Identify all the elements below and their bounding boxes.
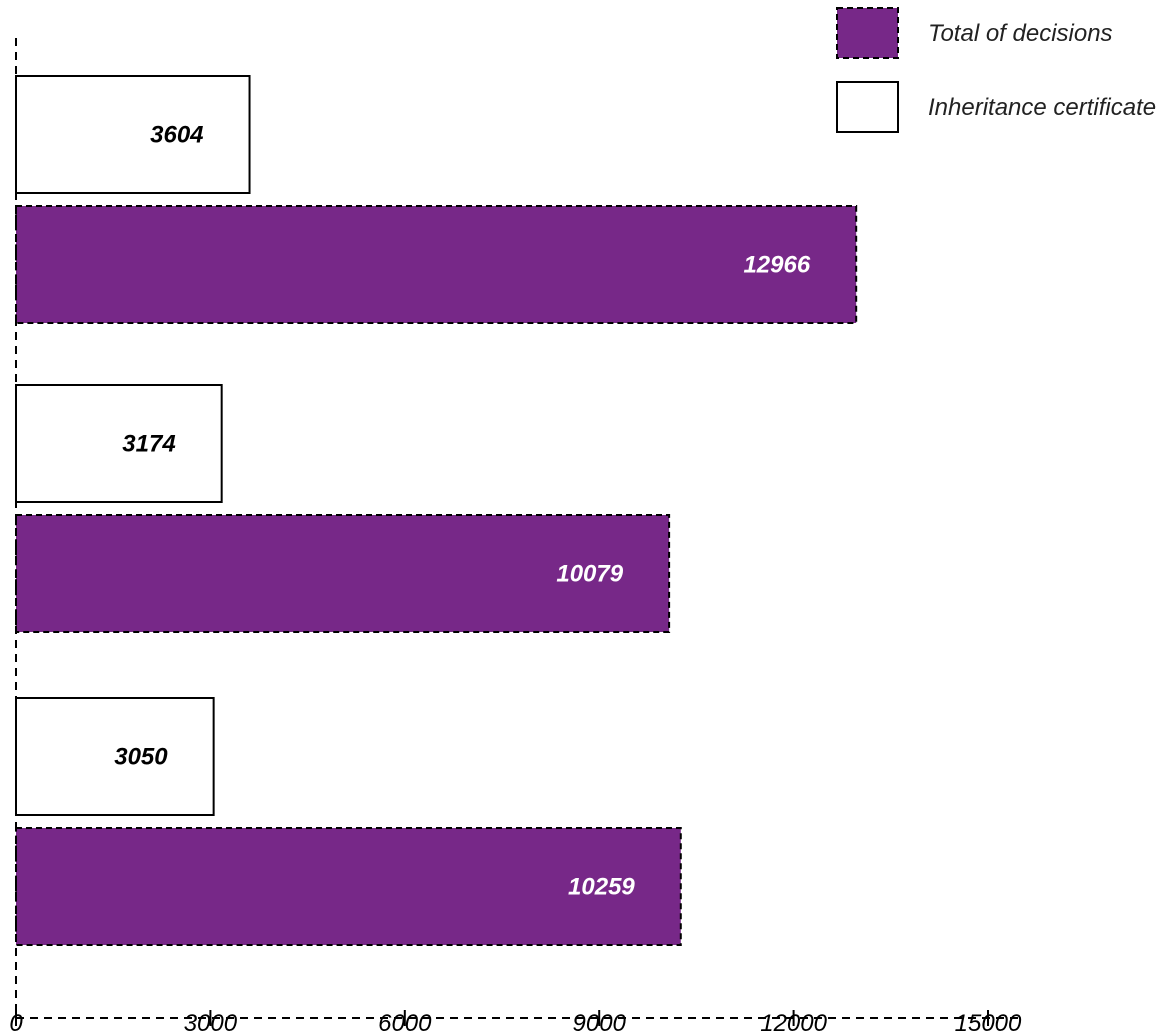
x-tick-label: 12000 [760,1010,827,1032]
bar-inheritance-2 [15,384,223,503]
bar-value-label: 3050 [114,744,168,771]
bar-labels-layer: 3604 12966 3174 10079 3050 10259 [114,122,811,901]
legend-swatch [836,81,899,133]
legend: Total of decisions Inheritance certificat… [836,7,1156,133]
x-tick-label: 9000 [573,1010,627,1032]
x-tick-label: 15000 [955,1010,1022,1032]
bar-total-1 [15,205,858,324]
bar-total-3 [15,827,682,946]
bar-value-label: 10259 [568,874,635,901]
bar-inheritance-3 [15,697,215,816]
legend-swatch [836,7,899,59]
x-tick-label: 6000 [378,1010,432,1032]
legend-label: Total of decisions [928,20,1113,47]
legend-label: Inheritance certificate [928,94,1156,121]
bar-value-label: 3174 [122,431,175,458]
x-tick-label: 0 [9,1010,23,1032]
bar-total-2 [15,514,671,633]
x-tick-label: 3000 [184,1010,238,1032]
bars-layer [15,75,858,946]
bar-value-label: 12966 [743,252,810,279]
bar-inheritance-1 [15,75,251,194]
bar-value-label: 10079 [556,561,623,588]
bar-value-label: 3604 [150,122,203,149]
axes-layer: 0 3000 6000 9000 12000 15000 [9,38,1022,1032]
